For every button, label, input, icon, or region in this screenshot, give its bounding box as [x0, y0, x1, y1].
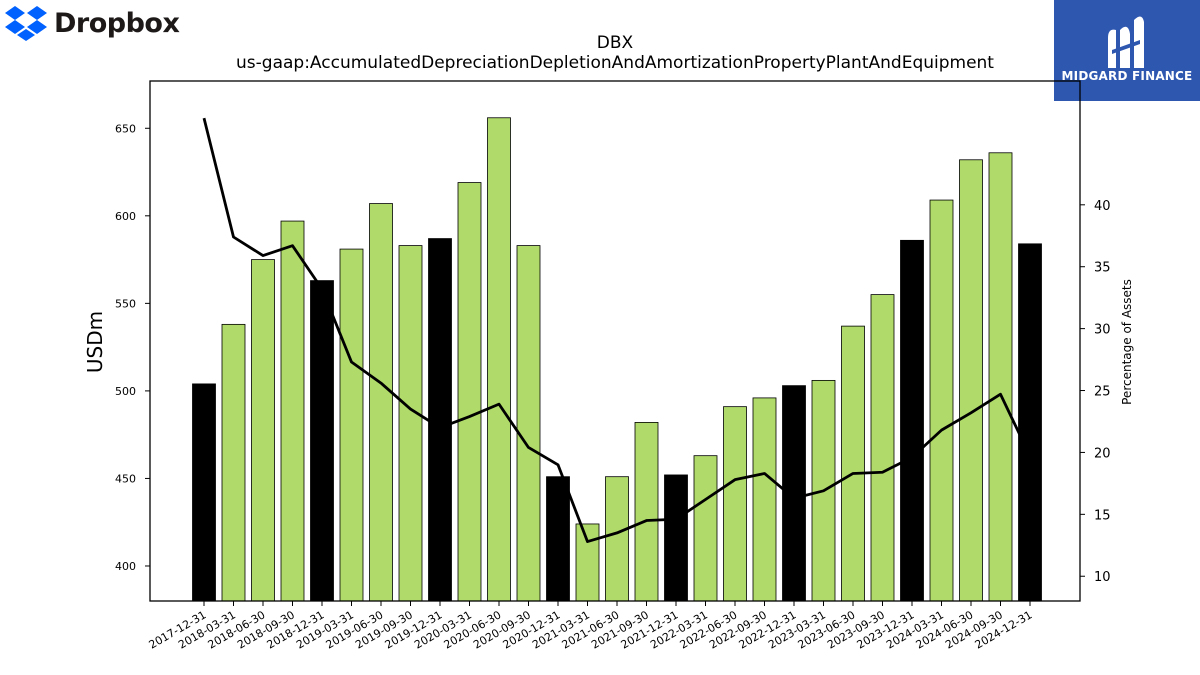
chart-subtitle: us-gaap:AccumulatedDepreciationDepletion… — [236, 53, 994, 73]
bar-2021-03-31 — [575, 523, 600, 601]
dropbox-wordmark: Dropbox — [54, 7, 180, 39]
y2-tick-label-35: 35 — [1094, 261, 1111, 276]
bar-2023-09-30 — [870, 294, 895, 601]
bar-2018-06-30 — [251, 259, 275, 601]
bar-2021-09-30 — [634, 422, 659, 601]
y-tick-label-450: 450 — [115, 472, 136, 485]
y2-tick-label-10: 10 — [1094, 570, 1111, 585]
bar-2020-03-31 — [457, 182, 482, 601]
bar-2024-12-31 — [1018, 243, 1042, 601]
midgard-finance-label: MIDGARD FINANCE — [1061, 69, 1193, 83]
y-tick-label-400: 400 — [115, 560, 136, 573]
bar-2021-06-30 — [605, 476, 629, 601]
y2-tick-label-20: 20 — [1094, 446, 1111, 461]
y-tick-label-550: 550 — [115, 297, 136, 310]
bar-2019-03-31 — [339, 248, 364, 601]
dropbox-logo: Dropbox — [4, 4, 180, 42]
bar-2020-06-30 — [487, 117, 511, 601]
bar-2021-12-31 — [664, 474, 688, 601]
y-tick-label-500: 500 — [115, 385, 136, 398]
line-layer — [202, 117, 1032, 543]
bar-2024-09-30 — [988, 152, 1013, 601]
midgard-finance-icon — [1108, 16, 1144, 69]
bar-2020-12-31 — [546, 476, 570, 601]
bar-2023-06-30 — [841, 325, 865, 601]
bar-2022-12-31 — [782, 385, 806, 601]
y-tick-label-600: 600 — [115, 210, 136, 223]
bar-2017-12-31 — [192, 383, 216, 601]
bar-2018-09-30 — [280, 220, 305, 601]
bar-2022-06-30 — [723, 406, 747, 601]
y2-tick-label-40: 40 — [1094, 199, 1111, 214]
bar-2024-03-31 — [929, 199, 954, 601]
bar-2022-09-30 — [752, 397, 777, 601]
y2-axis-label: Percentage of Assets — [1120, 279, 1134, 405]
y-tick-label-650: 650 — [115, 122, 136, 135]
bar-2018-03-31 — [221, 323, 246, 601]
y2-tick-label-25: 25 — [1094, 385, 1111, 400]
chart-title: DBX — [597, 33, 634, 53]
bar-2022-03-31 — [693, 455, 718, 601]
bar-2019-06-30 — [369, 203, 393, 601]
plot-frame — [149, 80, 1081, 602]
bar-2024-06-30 — [959, 159, 983, 601]
bar-2018-12-31 — [310, 280, 334, 601]
y2-tick-label-15: 15 — [1094, 508, 1111, 523]
bars-layer — [192, 117, 1042, 601]
bar-2023-12-31 — [900, 239, 924, 601]
dropbox-icon — [5, 6, 47, 41]
midgard-finance-badge: MIDGARD FINANCE — [1054, 0, 1200, 101]
bar-2020-09-30 — [516, 245, 541, 601]
bar-2019-09-30 — [398, 245, 423, 601]
y2-tick-label-30: 30 — [1094, 323, 1111, 338]
bar-2019-12-31 — [428, 238, 452, 601]
y-axis-label: USDm — [83, 311, 107, 373]
